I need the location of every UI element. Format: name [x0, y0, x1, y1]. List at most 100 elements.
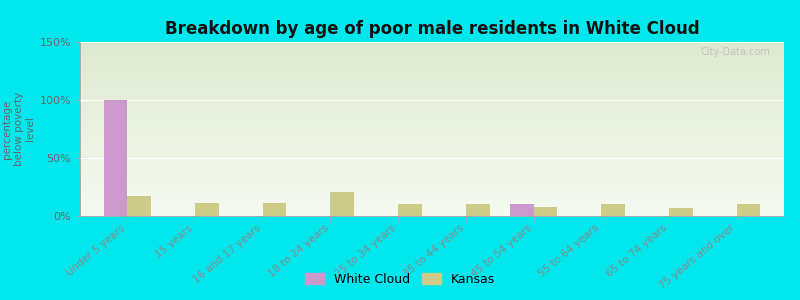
Bar	[80, 110, 784, 111]
Bar	[80, 208, 784, 209]
Bar	[80, 131, 784, 132]
Bar	[80, 45, 784, 46]
Bar	[80, 166, 784, 167]
Bar	[80, 192, 784, 193]
Bar	[80, 98, 784, 99]
Bar	[80, 70, 784, 71]
Bar	[80, 157, 784, 158]
Bar	[80, 146, 784, 147]
Bar	[80, 92, 784, 93]
Bar	[80, 96, 784, 97]
Bar	[80, 46, 784, 47]
Bar	[80, 60, 784, 61]
Bar	[80, 213, 784, 214]
Bar	[195, 203, 218, 216]
Bar	[80, 119, 784, 120]
Bar	[80, 72, 784, 73]
Bar	[80, 62, 784, 63]
Bar	[80, 179, 784, 180]
Bar	[602, 204, 625, 216]
Bar	[80, 151, 784, 152]
Bar	[80, 137, 784, 138]
Bar	[80, 111, 784, 112]
Bar	[80, 48, 784, 49]
Bar	[80, 78, 784, 79]
Bar	[80, 203, 784, 204]
Bar	[80, 65, 784, 66]
Text: City-Data.com: City-Data.com	[700, 47, 770, 57]
Bar	[80, 49, 784, 50]
Bar	[80, 200, 784, 201]
Bar	[80, 55, 784, 56]
Bar	[127, 196, 151, 216]
Bar	[80, 205, 784, 206]
Bar	[80, 176, 784, 177]
Bar	[80, 206, 784, 207]
Bar	[80, 50, 784, 51]
Bar	[510, 204, 534, 216]
Bar	[80, 103, 784, 104]
Bar	[80, 81, 784, 82]
Bar	[80, 189, 784, 190]
Bar	[398, 204, 422, 216]
Bar	[80, 79, 784, 80]
Bar	[80, 198, 784, 199]
Bar	[80, 97, 784, 98]
Bar	[80, 86, 784, 87]
Bar	[330, 192, 354, 216]
Bar	[80, 181, 784, 182]
Bar	[80, 164, 784, 165]
Bar	[80, 83, 784, 84]
Bar	[80, 124, 784, 125]
Bar	[80, 61, 784, 62]
Bar	[80, 140, 784, 141]
Bar	[80, 139, 784, 140]
Bar	[80, 56, 784, 57]
Bar	[262, 203, 286, 216]
Bar	[80, 113, 784, 114]
Bar	[80, 204, 784, 205]
Bar	[80, 196, 784, 197]
Bar	[80, 169, 784, 170]
Bar	[80, 191, 784, 192]
Bar	[80, 104, 784, 105]
Bar	[80, 89, 784, 90]
Bar	[80, 102, 784, 103]
Bar	[80, 51, 784, 52]
Bar	[80, 153, 784, 154]
Bar	[80, 202, 784, 203]
Bar	[80, 133, 784, 134]
Bar	[80, 161, 784, 162]
Bar	[80, 187, 784, 188]
Bar	[80, 150, 784, 151]
Bar	[80, 77, 784, 78]
Bar	[80, 68, 784, 69]
Bar	[80, 120, 784, 121]
Bar	[80, 171, 784, 172]
Bar	[80, 90, 784, 91]
Bar	[80, 182, 784, 183]
Bar	[80, 123, 784, 124]
Bar	[104, 100, 127, 216]
Bar	[80, 82, 784, 83]
Bar	[80, 173, 784, 174]
Bar	[466, 204, 490, 216]
Bar	[80, 85, 784, 86]
Bar	[80, 165, 784, 166]
Bar	[80, 129, 784, 130]
Bar	[80, 93, 784, 94]
Bar	[80, 211, 784, 212]
Bar	[80, 170, 784, 171]
Bar	[80, 84, 784, 85]
Bar	[80, 74, 784, 75]
Bar	[534, 207, 558, 216]
Bar	[80, 163, 784, 164]
Bar	[80, 207, 784, 208]
Bar	[80, 64, 784, 65]
Y-axis label: percentage
below poverty
level: percentage below poverty level	[2, 92, 35, 166]
Bar	[80, 148, 784, 149]
Bar	[80, 114, 784, 115]
Bar	[80, 215, 784, 216]
Bar	[80, 178, 784, 179]
Bar	[80, 106, 784, 107]
